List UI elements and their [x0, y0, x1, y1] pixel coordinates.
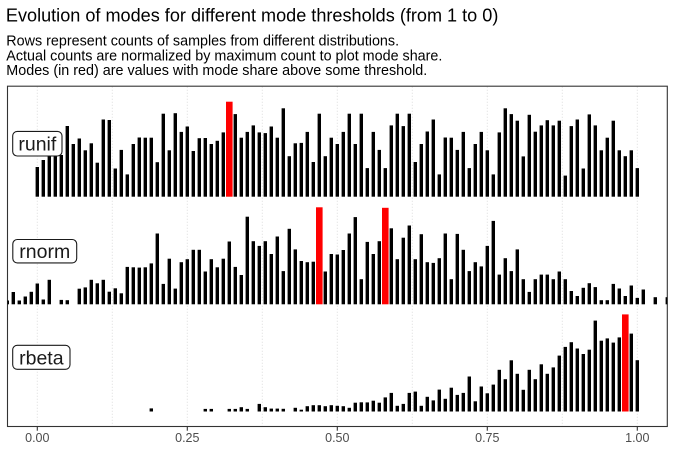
svg-text:Actual counts are normalized b: Actual counts are normalized by maximum … [6, 48, 442, 64]
svg-text:1.00: 1.00 [625, 431, 649, 445]
svg-text:rbeta: rbeta [19, 347, 64, 369]
svg-text:0.00: 0.00 [25, 431, 49, 445]
svg-text:0.25: 0.25 [175, 431, 199, 445]
svg-text:Rows represent counts of sampl: Rows represent counts of samples from di… [6, 34, 399, 50]
svg-text:Modes (in red) are values with: Modes (in red) are values with mode shar… [6, 63, 427, 79]
svg-text:0.50: 0.50 [325, 431, 349, 445]
svg-text:rnorm: rnorm [19, 241, 70, 263]
svg-text:Evolution of modes for differe: Evolution of modes for different mode th… [6, 6, 498, 26]
svg-text:0.75: 0.75 [475, 431, 499, 445]
svg-text:runif: runif [18, 134, 57, 156]
